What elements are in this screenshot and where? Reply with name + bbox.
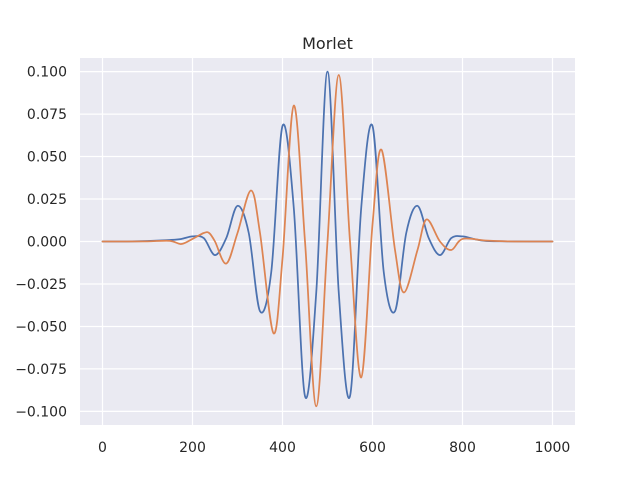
- chart-title: Morlet: [302, 34, 353, 53]
- x-tick-labels: 0 200 400 600 800 1000: [98, 440, 570, 456]
- y-tick-labels: 0.100 0.075 0.050 0.025 0.000 −0.025 −0.050 −0.…: [15, 65, 67, 421]
- x-tick-label: 400: [269, 440, 296, 456]
- x-tick-label: 600: [359, 440, 386, 456]
- y-tick-label: 0.025: [27, 192, 67, 208]
- y-tick-label: 0.000: [27, 235, 67, 251]
- x-tick-label: 200: [179, 440, 206, 456]
- series-layer: [101, 70, 554, 408]
- y-tick-label: 0.100: [27, 65, 67, 81]
- y-tick-label: 0.075: [27, 107, 67, 123]
- x-tick-label: 800: [449, 440, 476, 456]
- y-tick-label: −0.075: [15, 362, 67, 378]
- series-line-orange: [101, 74, 554, 408]
- series-line-blue: [101, 70, 554, 399]
- y-tick-label: −0.025: [15, 277, 67, 293]
- y-tick-label: −0.050: [15, 319, 67, 335]
- y-tick-label: 0.050: [27, 150, 67, 166]
- y-tick-label: −0.100: [15, 404, 67, 420]
- x-tick-label: 0: [98, 440, 107, 456]
- x-tick-label: 1000: [535, 440, 571, 456]
